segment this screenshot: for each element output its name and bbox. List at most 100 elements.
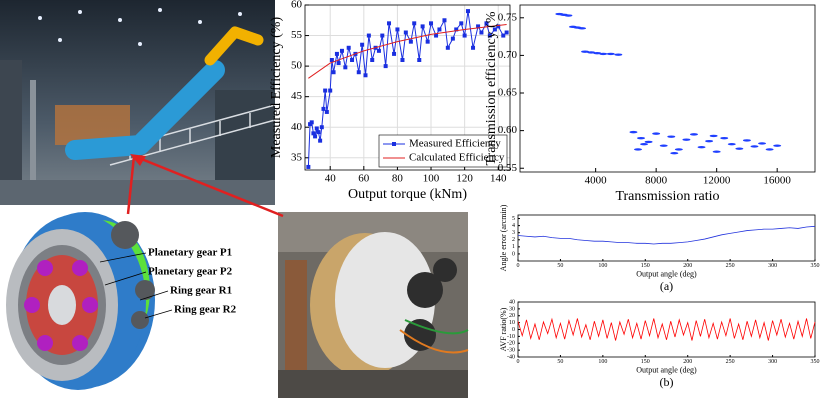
gear-label: Ring gear R1	[170, 285, 232, 297]
data-point	[640, 142, 649, 146]
x-tick-label: 150	[641, 263, 650, 269]
data-point	[459, 21, 464, 26]
caption: (b)	[660, 375, 674, 389]
data-point	[442, 18, 447, 23]
y-tick-label: 0.70	[498, 49, 518, 61]
y-tick-label: -20	[507, 341, 515, 347]
data-point	[471, 45, 476, 50]
data-point	[437, 27, 442, 32]
data-line	[517, 317, 816, 341]
data-point	[350, 58, 355, 62]
data-point	[363, 73, 368, 78]
data-point	[343, 65, 348, 70]
x-tick-label: 100	[423, 172, 440, 184]
data-point	[319, 125, 324, 130]
data-point	[750, 145, 759, 148]
data-point	[593, 51, 602, 55]
x-tick-label: 250	[726, 359, 735, 365]
y-axis-label: Measured Efficiency (%)	[269, 17, 284, 159]
y-tick-label: 0.65	[498, 87, 518, 99]
data-point	[434, 33, 439, 38]
data-point	[321, 106, 326, 111]
data-line	[517, 225, 816, 245]
data-point	[652, 132, 661, 135]
data-point	[392, 51, 397, 56]
y-tick-label: -30	[507, 348, 515, 354]
y-tick-label: 10	[509, 320, 515, 326]
data-point	[465, 9, 470, 14]
data-point	[318, 138, 323, 143]
data-point	[614, 53, 623, 56]
x-tick-label: 140	[490, 172, 507, 184]
data-point	[606, 52, 615, 56]
data-point	[742, 139, 751, 142]
plot-frame	[517, 301, 816, 358]
y-tick-label: 0	[512, 327, 515, 333]
y-tick-label: 40	[509, 299, 515, 305]
data-point	[634, 148, 642, 151]
data-point	[324, 109, 329, 114]
y-tick-label: 3	[512, 230, 515, 236]
data-point	[578, 27, 587, 30]
y-tick-label: 40	[291, 121, 303, 133]
data-point	[339, 48, 344, 53]
x-tick-label: 250	[726, 263, 735, 269]
data-line	[307, 11, 507, 167]
data-point	[629, 130, 638, 134]
y-tick-label: 0.75	[498, 11, 518, 23]
data-point	[765, 148, 774, 151]
data-point	[689, 133, 698, 136]
callout-arrows	[126, 154, 284, 218]
plot-frame	[517, 214, 816, 262]
data-point	[328, 88, 333, 93]
data-point	[476, 24, 481, 29]
data-point	[408, 39, 413, 44]
data-point	[727, 142, 736, 146]
x-tick-label: 300	[768, 359, 777, 365]
y-tick-label: 35	[291, 151, 303, 163]
data-point	[667, 135, 676, 138]
y-tick-label: 50	[291, 60, 303, 72]
data-point	[581, 50, 590, 53]
data-point	[383, 64, 388, 69]
data-point	[450, 36, 455, 41]
x-tick-label: 120	[456, 172, 473, 184]
data-point	[376, 48, 381, 53]
y-tick-label: 20	[509, 313, 515, 319]
x-tick-label: 16000	[763, 174, 791, 186]
data-point	[387, 21, 392, 26]
x-tick-label: 350	[811, 359, 820, 365]
data-point	[720, 136, 729, 140]
data-point	[682, 138, 691, 141]
x-tick-label: 4000	[585, 174, 608, 186]
x-tick-label: 40	[325, 172, 337, 184]
data-point	[395, 27, 400, 32]
plot-frame	[304, 4, 511, 171]
x-tick-label: 8000	[645, 174, 668, 186]
data-point	[420, 24, 425, 29]
y-axis-label: Angle error (arcmin)	[499, 204, 508, 271]
data-point	[360, 42, 365, 47]
prototype-photo	[278, 212, 469, 398]
gear-label: Ring gear R2	[174, 304, 237, 316]
data-point	[429, 21, 434, 26]
gear-label: Planetary gear P2	[148, 266, 233, 278]
data-point	[331, 70, 336, 75]
plot-frame	[519, 4, 816, 173]
data-point	[773, 144, 782, 147]
data-point	[484, 21, 489, 26]
data-point	[492, 27, 497, 32]
x-tick-label: 200	[683, 263, 692, 269]
gear-label: Planetary gear P1	[148, 247, 232, 259]
x-tick-label: 12000	[703, 174, 731, 186]
data-point	[735, 147, 744, 150]
data-point	[412, 21, 417, 26]
x-tick-label: 100	[598, 359, 607, 365]
data-point	[501, 33, 506, 38]
y-tick-label: 0.55	[498, 162, 518, 174]
x-tick-label: 350	[811, 263, 820, 269]
data-point	[370, 58, 375, 62]
y-tick-label: 4	[512, 223, 515, 229]
y-axis-label: AVF ratio(%)	[499, 307, 508, 351]
x-tick-label: 50	[557, 359, 563, 365]
